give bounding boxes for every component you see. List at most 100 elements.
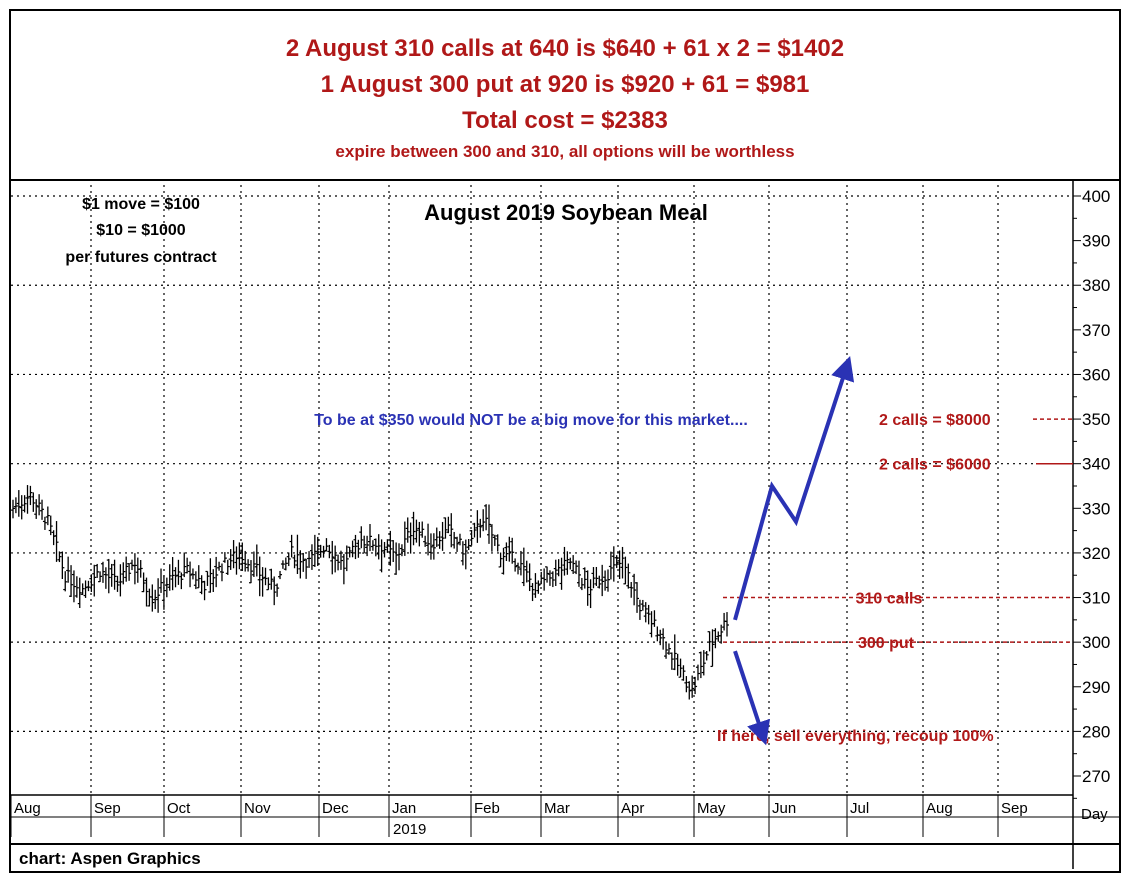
price-bar [89,574,94,592]
price-bar [100,561,105,583]
price-bar [434,527,439,547]
price-bar [487,504,491,544]
price-chart: 270 280 290 300 310 320 330 340 350 360 370 380 390 4… [11,181,1119,869]
price-bar [179,572,184,590]
month-label: May [697,800,726,817]
price-bar [397,543,402,571]
price-bar [446,516,451,534]
price-bar [298,550,303,579]
price-bar [240,542,245,572]
total-cost-line: Total cost = $2383 [462,107,668,134]
price-bar [574,560,579,575]
price-bar [330,540,335,575]
price-bars [11,485,729,700]
price-bar [228,549,233,570]
price-bar [533,573,538,598]
chart-footer: chart: Aspen Graphics [11,843,1119,871]
price-bar [141,572,146,593]
price-bar [121,562,126,585]
price-bar [272,576,277,606]
price-bar [350,540,355,558]
price-bar [597,575,602,589]
month-label: Jun [772,800,796,817]
price-bar [611,546,616,582]
price-bar [457,533,462,546]
price-bar [469,530,474,546]
price-bar [257,556,262,597]
price-bar [582,567,587,589]
year-label: 2019 [393,821,426,838]
price-bar [382,541,387,558]
price-bar [542,568,547,591]
price-bar [394,542,399,575]
price-bar [106,558,111,594]
month-label: Sep [1001,800,1028,817]
y-tick-label: 390 [1082,232,1110,251]
calls-cost-line: 2 August 310 calls at 640 is $640 + 61 x… [285,35,845,62]
price-bar [678,658,683,678]
price-bar [222,552,227,563]
price-bar [516,562,521,575]
month-label: Feb [474,800,500,817]
price-bar [309,544,314,570]
month-label: Nov [244,800,271,817]
price-bar [112,559,117,590]
price-bar [42,516,47,530]
price-bar [246,559,251,572]
price-bar [182,552,187,578]
price-bar [359,526,364,549]
price-bar [695,664,700,681]
price-bar [138,560,143,578]
price-bar [652,610,657,627]
price-bar [338,550,343,570]
price-bar [408,522,413,554]
price-bar [510,537,515,564]
y-tick-label: 360 [1082,365,1110,384]
month-label: Aug [14,800,41,817]
price-bar [513,558,518,572]
price-bar [51,530,56,546]
price-bar [661,628,666,650]
price-bar [606,569,610,592]
price-bar [341,554,346,585]
price-bar [19,495,24,520]
price-bar [86,580,91,592]
y-tick-label: 380 [1082,276,1110,295]
price-bar [635,582,640,613]
price-bar [524,560,529,583]
price-bar [426,523,431,556]
price-bar [185,557,190,574]
price-bar [693,676,698,695]
price-bar [312,534,317,567]
y-tick-label: 350 [1082,410,1110,429]
price-bar [368,524,372,552]
price-bar [109,563,114,587]
y-tick-label: 340 [1082,455,1110,474]
price-bar [80,583,85,596]
price-bar [455,536,460,552]
month-label: Oct [167,800,191,817]
price-bar [130,559,134,571]
price-bar [484,504,489,531]
price-bar [214,556,219,588]
price-bar [193,571,198,590]
price-bar [153,589,158,610]
price-bar [603,570,608,591]
call-strike-label: 310 calls [856,591,923,608]
price-bar [646,604,651,625]
price-bar [208,558,213,593]
price-bar [466,538,471,551]
price-bar [388,530,393,566]
expiry-note: expire between 300 and 310, all options … [335,142,795,161]
month-label: Jul [850,800,869,817]
price-bar [188,561,193,588]
price-bar [286,552,291,567]
price-bar [324,538,329,552]
price-bar [71,570,76,603]
price-bar [304,558,309,579]
price-bar [492,534,497,546]
price-bar [365,535,370,557]
put-cost-line: 1 August 300 put at 920 is $920 + 61 = $… [320,71,810,98]
price-bar [92,564,97,597]
month-label: Apr [621,800,644,817]
